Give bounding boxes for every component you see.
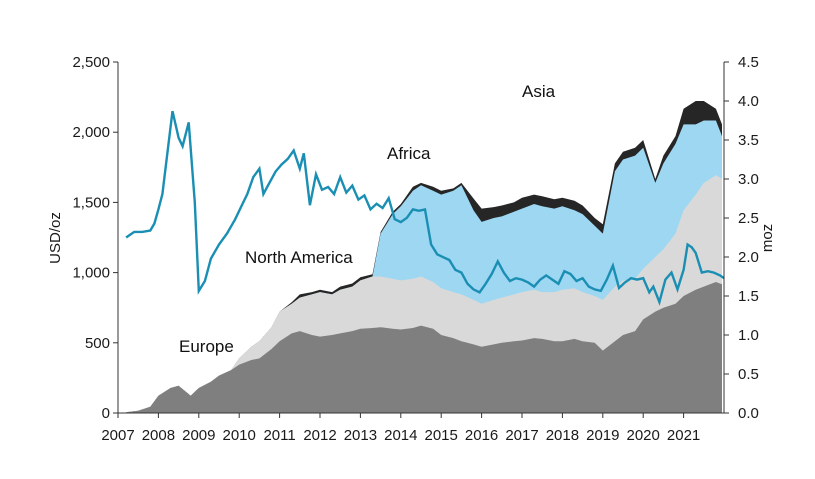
y2-tick-label: 4.0 [738,93,759,110]
x-tick-label: 2007 [101,427,134,444]
stacked-area-group [126,101,723,413]
y2-tick-label: 0.5 [738,366,759,383]
region-label-north-america: North America [245,248,353,267]
x-tick-label: 2019 [586,427,619,444]
y-tick-label: 0 [102,405,110,422]
x-tick-label: 2013 [344,427,377,444]
y2-tick-label: 4.5 [738,54,759,71]
axes-group [117,62,725,414]
y-tick-label: 2,500 [72,54,110,71]
area-europe [126,282,723,413]
x-tick-label: 2015 [425,427,458,444]
price-line [125,110,725,306]
y2-tick-label: 0.0 [738,405,759,422]
x-tick-label: 2012 [303,427,336,444]
x-tick-label: 2014 [384,427,417,444]
y2-tick-label: 1.0 [738,327,759,344]
x-tick-group: 2007 2008 2009 2010 2011 2012 2013 2014 2015 2016… [101,413,700,444]
y-tick-label: 1,500 [72,194,110,211]
y-tick-label: 1,000 [72,265,110,282]
y-tick-label: 500 [85,335,110,352]
x-tick-label: 2020 [627,427,660,444]
region-label-europe: Europe [179,337,234,356]
x-tick-label: 2018 [546,427,579,444]
y2-tick-label: 2.5 [738,210,759,227]
y-tick-group: 0 500 1,000 1,500 2,000 2,500 [72,54,118,422]
y2-tick-label: 3.5 [738,132,759,149]
y2-axis-label: moz [759,224,776,252]
y2-tick-label: 3.0 [738,171,759,188]
y2-tick-group: 0.0 0.5 1.0 1.5 2.0 2.5 3.0 3.5 4.0 4.5 [724,54,759,422]
y2-tick-label: 1.5 [738,288,759,305]
x-tick-label: 2021 [667,427,700,444]
x-tick-label: 2011 [263,427,295,444]
y-axis-label: USD/oz [47,212,64,264]
x-tick-label: 2016 [465,427,498,444]
x-tick-label: 2009 [182,427,215,444]
y-tick-label: 2,000 [72,124,110,141]
region-label-africa: Africa [387,144,431,163]
y2-tick-label: 2.0 [738,249,759,266]
region-label-asia: Asia [522,82,556,101]
x-tick-label: 2008 [142,427,175,444]
x-tick-label: 2017 [505,427,538,444]
x-tick-label: 2010 [223,427,256,444]
